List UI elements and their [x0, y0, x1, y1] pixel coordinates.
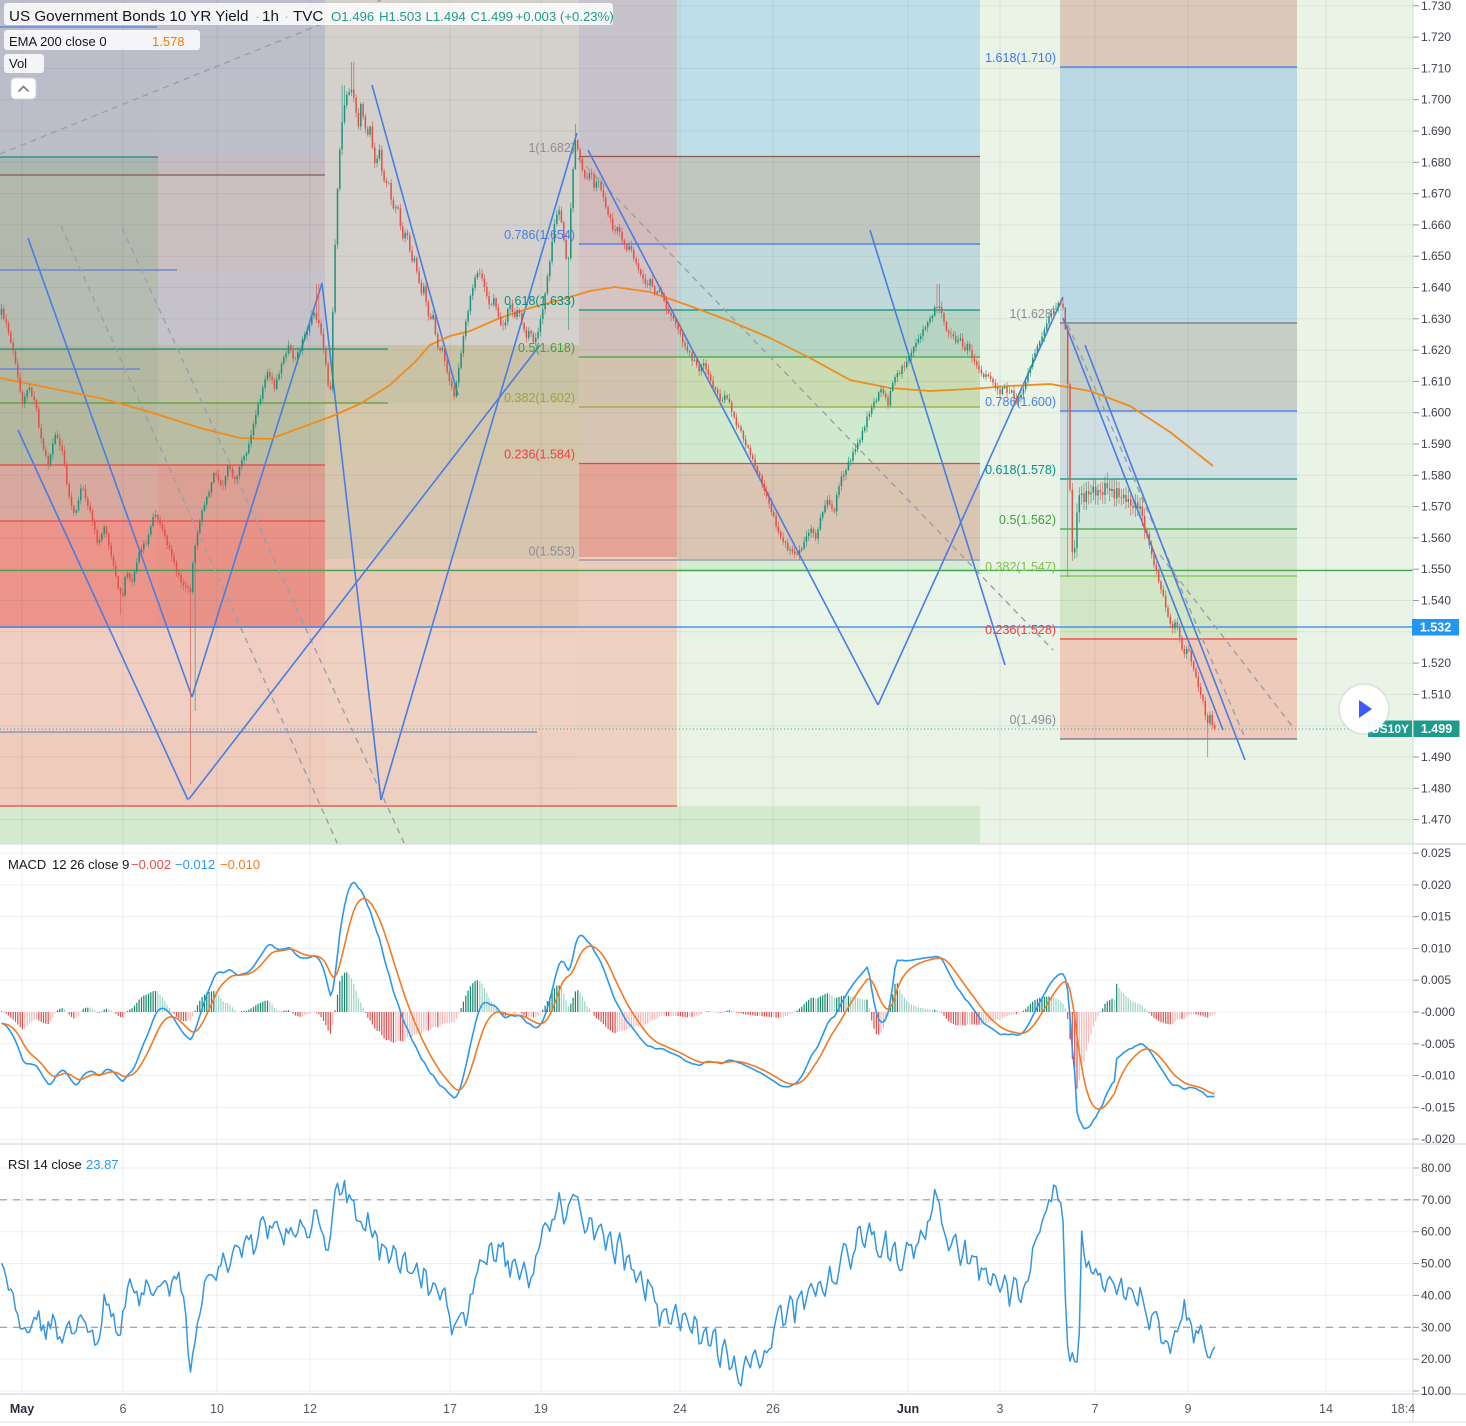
- svg-text:0.786(1.654): 0.786(1.654): [504, 228, 575, 242]
- svg-text:1.620: 1.620: [1421, 343, 1451, 357]
- svg-text:23.87: 23.87: [86, 1157, 119, 1172]
- svg-text:1.690: 1.690: [1421, 124, 1451, 138]
- svg-text:80.00: 80.00: [1421, 1161, 1451, 1175]
- svg-text:0.5(1.562): 0.5(1.562): [999, 513, 1056, 527]
- svg-text:1.660: 1.660: [1421, 218, 1451, 232]
- svg-text:0.786(1.600): 0.786(1.600): [985, 395, 1056, 409]
- svg-text:MACD: MACD: [8, 857, 46, 872]
- svg-text:1.499: 1.499: [1421, 722, 1452, 736]
- svg-text:10: 10: [210, 1402, 224, 1416]
- svg-text:14: 14: [1319, 1402, 1333, 1416]
- svg-text:0.382(1.602): 0.382(1.602): [504, 391, 575, 405]
- svg-text:7: 7: [1092, 1402, 1099, 1416]
- svg-text:12: 12: [303, 1402, 317, 1416]
- svg-text:3: 3: [997, 1402, 1004, 1416]
- svg-text:1.590: 1.590: [1421, 437, 1451, 451]
- svg-text:17: 17: [443, 1402, 457, 1416]
- svg-text:·: ·: [284, 8, 289, 25]
- svg-text:40.00: 40.00: [1421, 1288, 1451, 1302]
- svg-text:1.730: 1.730: [1421, 0, 1451, 13]
- svg-text:+0.003 (+0.23%): +0.003 (+0.23%): [516, 9, 614, 24]
- svg-text:24: 24: [673, 1402, 687, 1416]
- svg-text:1.570: 1.570: [1421, 500, 1451, 514]
- svg-text:Jun: Jun: [897, 1402, 919, 1416]
- svg-text:1.490: 1.490: [1421, 750, 1451, 764]
- svg-text:·: ·: [255, 8, 260, 25]
- svg-text:0(1.553): 0(1.553): [528, 545, 575, 559]
- svg-text:−0.010: −0.010: [220, 857, 260, 872]
- svg-text:1.510: 1.510: [1421, 687, 1451, 701]
- svg-text:0.005: 0.005: [1421, 973, 1451, 987]
- svg-text:0.025: 0.025: [1421, 846, 1451, 860]
- svg-text:L1.494: L1.494: [426, 9, 466, 24]
- svg-text:1.650: 1.650: [1421, 249, 1451, 263]
- svg-text:1.600: 1.600: [1421, 406, 1451, 420]
- svg-text:0.618(1.633): 0.618(1.633): [504, 294, 575, 308]
- svg-text:0.5(1.618): 0.5(1.618): [518, 341, 575, 355]
- svg-text:0.382(1.547): 0.382(1.547): [985, 560, 1056, 574]
- svg-text:1.578: 1.578: [152, 34, 185, 49]
- svg-text:1.700: 1.700: [1421, 93, 1451, 107]
- svg-text:1.532: 1.532: [1420, 621, 1451, 635]
- svg-text:RSI 14 close: RSI 14 close: [8, 1157, 82, 1172]
- svg-text:-0.010: -0.010: [1421, 1069, 1455, 1083]
- svg-text:1.520: 1.520: [1421, 656, 1451, 670]
- svg-text:26: 26: [766, 1402, 780, 1416]
- svg-text:1.580: 1.580: [1421, 468, 1451, 482]
- svg-text:0.020: 0.020: [1421, 878, 1451, 892]
- svg-text:1.630: 1.630: [1421, 312, 1451, 326]
- svg-text:1.618(1.710): 1.618(1.710): [985, 51, 1056, 65]
- svg-text:6: 6: [120, 1402, 127, 1416]
- svg-text:19: 19: [534, 1402, 548, 1416]
- svg-text:1.480: 1.480: [1421, 781, 1451, 795]
- svg-text:EMA 200 close 0: EMA 200 close 0: [9, 34, 107, 49]
- svg-text:1(1.682): 1(1.682): [528, 141, 575, 155]
- svg-text:Vol: Vol: [9, 56, 27, 71]
- svg-text:1(1.628): 1(1.628): [1009, 307, 1056, 321]
- svg-text:US10Y: US10Y: [1371, 722, 1409, 736]
- svg-text:0.236(1.528): 0.236(1.528): [985, 623, 1056, 637]
- svg-text:US Government Bonds 10 YR Yiel: US Government Bonds 10 YR Yield: [9, 8, 248, 25]
- svg-text:1.560: 1.560: [1421, 531, 1451, 545]
- svg-text:20.00: 20.00: [1421, 1352, 1451, 1366]
- svg-text:1h: 1h: [262, 8, 279, 25]
- svg-text:9: 9: [1185, 1402, 1192, 1416]
- svg-text:1.540: 1.540: [1421, 594, 1451, 608]
- svg-text:50.00: 50.00: [1421, 1257, 1451, 1271]
- svg-text:1.610: 1.610: [1421, 374, 1451, 388]
- svg-text:-0.005: -0.005: [1421, 1037, 1455, 1051]
- svg-text:1.680: 1.680: [1421, 155, 1451, 169]
- svg-text:12 26 close 9: 12 26 close 9: [52, 857, 129, 872]
- svg-text:0.236(1.584): 0.236(1.584): [504, 448, 575, 462]
- svg-text:TVC: TVC: [293, 8, 323, 25]
- svg-text:60.00: 60.00: [1421, 1225, 1451, 1239]
- svg-text:-0.020: -0.020: [1421, 1132, 1455, 1146]
- svg-text:30.00: 30.00: [1421, 1320, 1451, 1334]
- svg-text:-0.015: -0.015: [1421, 1100, 1455, 1114]
- svg-text:-0.000: -0.000: [1421, 1005, 1455, 1019]
- svg-text:0(1.496): 0(1.496): [1009, 713, 1056, 727]
- svg-text:0.010: 0.010: [1421, 941, 1451, 955]
- svg-text:O1.496: O1.496: [331, 9, 374, 24]
- svg-text:1.710: 1.710: [1421, 61, 1451, 75]
- svg-text:0.015: 0.015: [1421, 910, 1451, 924]
- svg-text:0.618(1.578): 0.618(1.578): [985, 463, 1056, 477]
- svg-text:May: May: [10, 1402, 34, 1416]
- svg-text:1.640: 1.640: [1421, 281, 1451, 295]
- svg-text:−0.012: −0.012: [175, 857, 215, 872]
- svg-text:70.00: 70.00: [1421, 1193, 1451, 1207]
- svg-text:1.550: 1.550: [1421, 562, 1451, 576]
- svg-text:C1.499: C1.499: [471, 9, 514, 24]
- svg-text:−0.002: −0.002: [131, 857, 171, 872]
- svg-text:10.00: 10.00: [1421, 1384, 1451, 1398]
- svg-text:H1.503: H1.503: [379, 9, 422, 24]
- svg-text:18:4: 18:4: [1391, 1402, 1415, 1416]
- svg-text:1.470: 1.470: [1421, 813, 1451, 827]
- svg-text:1.720: 1.720: [1421, 30, 1451, 44]
- svg-text:1.670: 1.670: [1421, 187, 1451, 201]
